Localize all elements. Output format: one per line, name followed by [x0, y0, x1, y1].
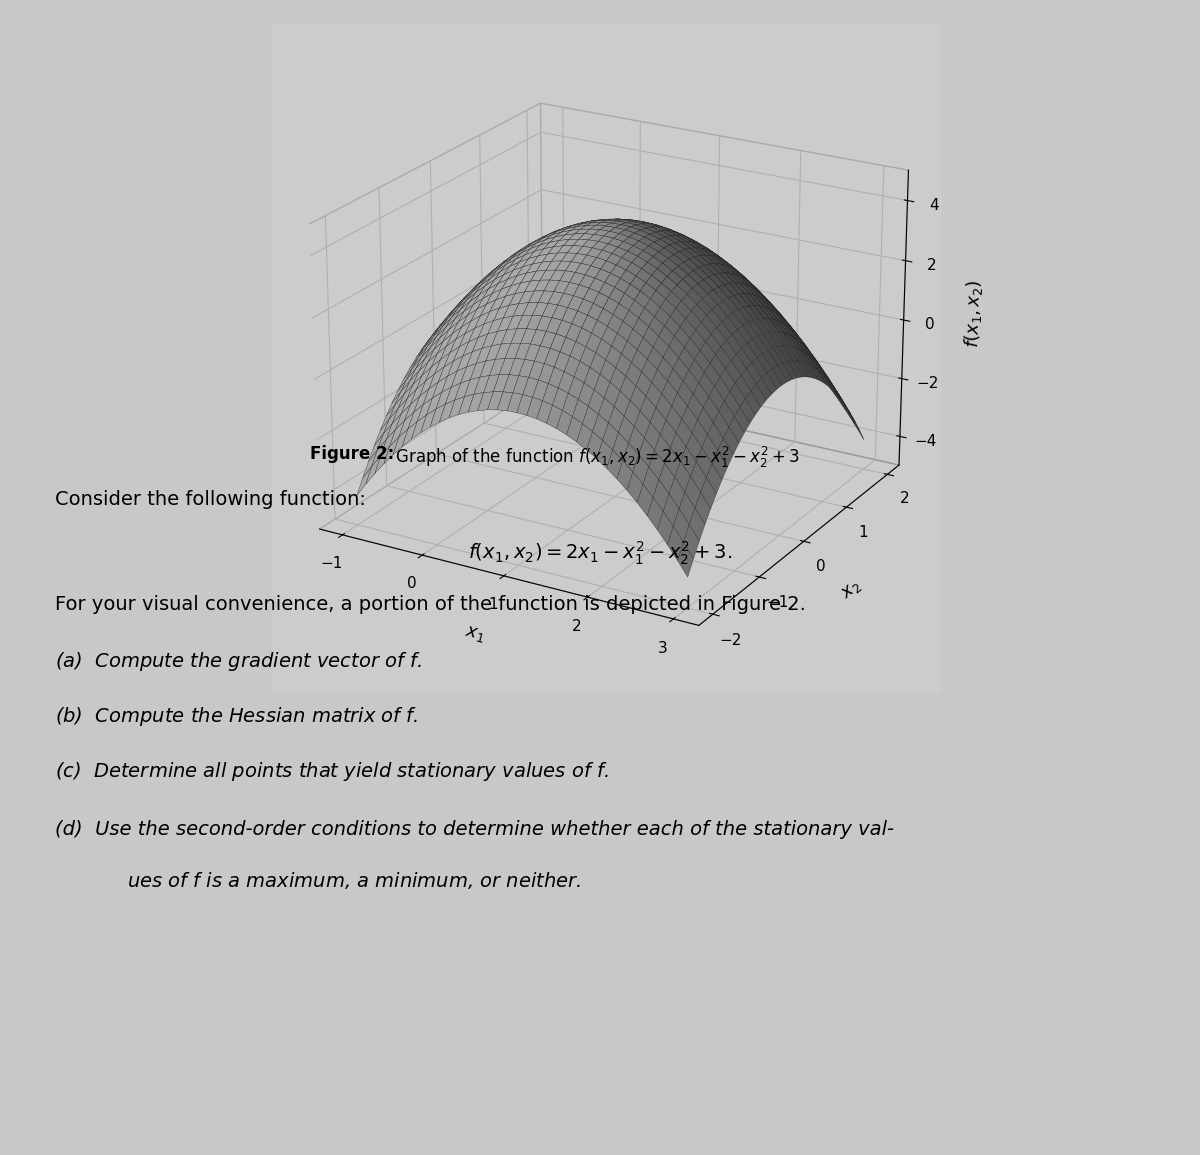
Text: $f(x_1, x_2) = 2x_1 - x_1^2 - x_2^2 + 3.$: $f(x_1, x_2) = 2x_1 - x_1^2 - x_2^2 + 3.… — [468, 541, 732, 567]
Text: (a)  Compute the gradient vector of $f$.: (a) Compute the gradient vector of $f$. — [55, 650, 421, 673]
Text: (b)  Compute the Hessian matrix of $f$.: (b) Compute the Hessian matrix of $f$. — [55, 705, 419, 728]
Text: Figure 2:: Figure 2: — [310, 445, 395, 463]
Text: Graph of the function $f(x_1, x_2) = 2x_1 - x_1^2 - x_2^2 + 3$: Graph of the function $f(x_1, x_2) = 2x_… — [390, 445, 799, 470]
Text: (d)  Use the second-order conditions to determine whether each of the stationary: (d) Use the second-order conditions to d… — [55, 820, 894, 839]
X-axis label: $x_1$: $x_1$ — [463, 623, 487, 646]
Text: (c)  Determine all points that yield stationary values of $f$.: (c) Determine all points that yield stat… — [55, 760, 608, 783]
Text: ues of $f$ is a maximum, a minimum, or neither.: ues of $f$ is a maximum, a minimum, or n… — [90, 870, 581, 891]
Text: Consider the following function:: Consider the following function: — [55, 490, 366, 509]
Text: For your visual convenience, a portion of the function is depicted in Figure 2.: For your visual convenience, a portion o… — [55, 595, 806, 614]
Y-axis label: $x_2$: $x_2$ — [838, 576, 864, 603]
